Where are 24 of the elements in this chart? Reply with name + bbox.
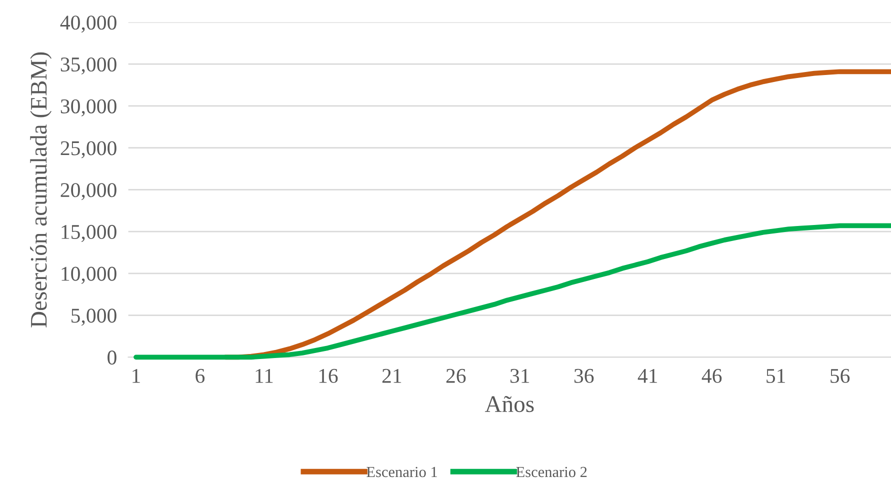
y-tick-label: 20,000	[60, 183, 116, 200]
x-tick-label: 31	[510, 368, 530, 383]
x-tick-label: 36	[574, 368, 594, 383]
x-tick-label: 26	[446, 368, 466, 383]
x-tick-label: 6	[196, 368, 205, 383]
y-tick-label: 40,000	[60, 16, 116, 33]
x-tick-label: 1	[132, 368, 140, 383]
y-tick-label: 10,000	[62, 266, 116, 284]
x-tick-label: 41	[638, 368, 658, 383]
x-tick-label: 21	[382, 368, 402, 383]
x-tick-label: 56	[830, 368, 850, 383]
x-tick-label: 16	[319, 368, 338, 383]
y-tick-label: 0	[108, 350, 116, 365]
y-tick-label: 5,000	[72, 308, 116, 326]
x-tick-label: 46	[702, 368, 722, 383]
y-axis-title: Deserción acumulada (EBM)	[30, 52, 52, 328]
y-tick-label: 30,000	[60, 99, 116, 116]
y-tick-label: 35,000	[60, 57, 116, 75]
y-tick-label: 15,000	[62, 224, 116, 242]
y-tick-label: 25,000	[60, 141, 116, 158]
line-series	[134, 223, 891, 360]
x-axis-title: Años	[484, 396, 534, 412]
x-tick-label: 51	[766, 368, 785, 383]
x-tick-label: 11	[256, 368, 273, 383]
